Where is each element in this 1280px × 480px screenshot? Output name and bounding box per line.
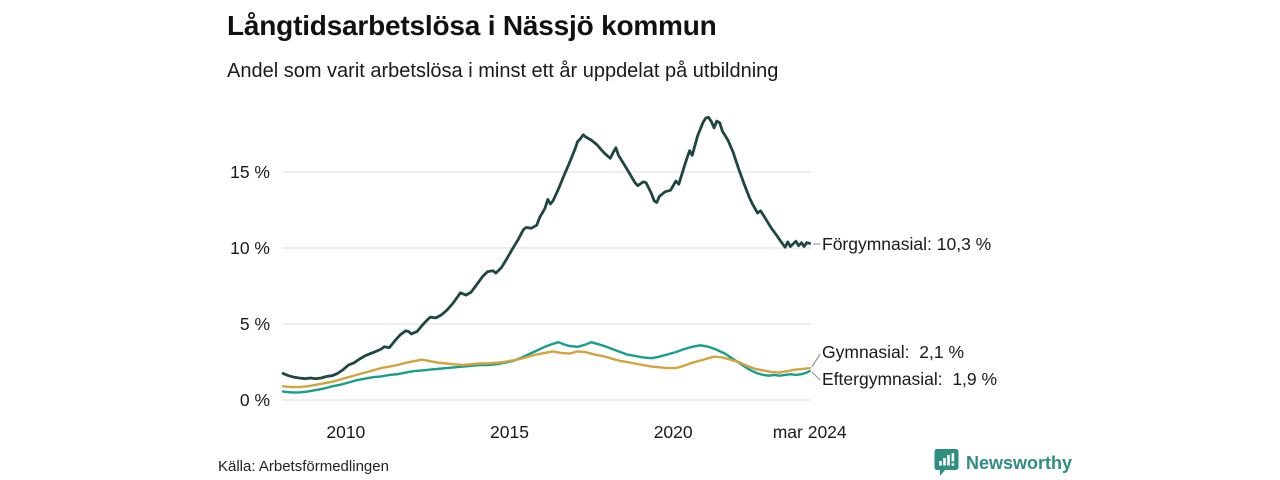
label-connectors [811,243,821,381]
source-note: Källa: Arbetsförmedlingen [218,458,389,475]
series-end-label-eftergymnasial: Eftergymnasial: 1,9 % [822,369,997,389]
y-tick-label: 0 % [240,390,270,410]
series-line-gymnasial [281,350,811,389]
x-tick-label: mar 2024 [773,422,847,442]
y-tick-label: 10 % [230,238,270,258]
newsworthy-icon [934,449,959,476]
chart-title: Långtidsarbetslösa i Nässjö kommun [227,10,717,41]
gridlines [282,171,811,401]
y-axis-tick-labels: 0 % 5 % 10 % 15 % [230,162,270,410]
label-connector-eftergymnasial [811,371,821,381]
series-end-label-gymnasial: Gymnasial: 2,1 % [822,342,964,362]
x-axis-tick-labels: 2010 2015 2020 mar 2024 [326,422,847,442]
chart-subtitle: Andel som varit arbetslösa i minst ett å… [227,60,779,82]
x-tick-label: 2020 [654,422,693,442]
series-end-label-förgymnasial: Förgymnasial: 10,3 % [822,234,991,254]
label-connector-gymnasial [811,353,821,368]
newsworthy-logo: Newsworthy [934,448,1072,478]
series-line-eftergymnasial [281,341,811,394]
series-line-förgymnasial [281,115,812,381]
series-end-labels: Förgymnasial: 10,3 % Gymnasial: 2,1 % Efte… [822,234,997,389]
x-tick-label: 2010 [326,422,365,442]
y-tick-label: 15 % [230,162,270,182]
series-lines [281,115,812,394]
y-tick-label: 5 % [240,314,270,334]
newsworthy-wordmark: Newsworthy [966,452,1073,473]
x-tick-label: 2015 [490,422,529,442]
